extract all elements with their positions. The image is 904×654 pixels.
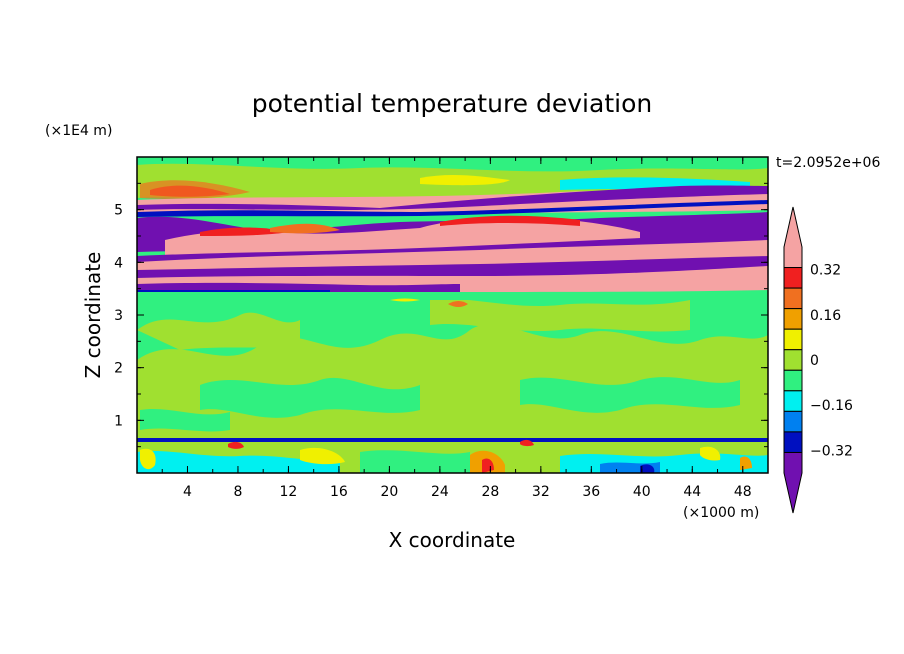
field-patch bbox=[137, 438, 768, 442]
colorbar-swatch bbox=[783, 308, 803, 330]
field-patch bbox=[200, 377, 420, 418]
field-patch bbox=[440, 215, 580, 226]
y-tick-label: 2 bbox=[114, 361, 123, 377]
field-patch bbox=[300, 447, 345, 465]
chart-title: potential temperature deviation bbox=[252, 89, 652, 118]
colorbar-swatch bbox=[783, 369, 803, 392]
field-patch bbox=[430, 298, 690, 332]
x-unit-label: (×1000 m) bbox=[683, 505, 759, 521]
x-tick-label: 8 bbox=[233, 484, 242, 500]
colorbar-label: 0 bbox=[810, 353, 819, 369]
y-tick-label: 5 bbox=[114, 203, 123, 219]
field-patch bbox=[140, 408, 230, 432]
field-patch bbox=[137, 240, 768, 274]
field-patch bbox=[270, 223, 340, 234]
y-axis-title: Z coordinate bbox=[81, 252, 105, 379]
field-patch bbox=[140, 180, 250, 200]
field-patch bbox=[200, 227, 290, 236]
x-axis: 4 8 12 16 20 24 28 32 36 40 44 48 bbox=[161, 157, 752, 500]
field-patch bbox=[482, 458, 494, 473]
field-patch bbox=[520, 377, 740, 413]
colorbar-swatch bbox=[783, 390, 803, 412]
colorbar-swatch bbox=[783, 451, 803, 514]
x-tick-label: 48 bbox=[734, 484, 752, 500]
colorbar-swatch bbox=[783, 267, 803, 289]
field-patch bbox=[137, 185, 768, 210]
colorbar: 0.32 0.16 0 −0.16 −0.32 bbox=[783, 206, 853, 514]
x-tick-label: 40 bbox=[633, 484, 651, 500]
colorbar-label: 0.16 bbox=[810, 308, 841, 324]
field-patch bbox=[137, 200, 768, 217]
field-patch bbox=[390, 298, 420, 302]
field-patch bbox=[448, 301, 468, 307]
x-tick-label: 16 bbox=[330, 484, 348, 500]
colorbar-swatch bbox=[783, 206, 803, 269]
colorbar-swatch bbox=[783, 431, 803, 453]
field-patch bbox=[420, 174, 510, 186]
x-axis-title: X coordinate bbox=[389, 528, 516, 552]
x-tick-label: 32 bbox=[532, 484, 550, 500]
field-patch bbox=[228, 441, 244, 449]
colorbar-swatch bbox=[783, 287, 803, 310]
colorbar-swatch bbox=[783, 328, 803, 351]
y-unit-label: (×1E4 m) bbox=[45, 123, 112, 139]
colorbar-label: −0.32 bbox=[810, 443, 853, 459]
field-patch bbox=[137, 292, 768, 300]
colorbar-label: −0.16 bbox=[810, 398, 853, 414]
y-tick-label: 4 bbox=[114, 255, 123, 271]
time-label: t=2.0952e+06 bbox=[776, 155, 880, 171]
field-patch bbox=[137, 312, 300, 350]
y-tick-label: 3 bbox=[114, 308, 123, 324]
y-tick-label: 1 bbox=[114, 413, 123, 429]
field-patch bbox=[140, 448, 156, 470]
x-tick-label: 4 bbox=[183, 484, 192, 500]
colorbar-label: 0.32 bbox=[810, 263, 841, 279]
x-tick-label: 36 bbox=[582, 484, 600, 500]
y-axis: 1 2 3 4 5 bbox=[114, 182, 768, 448]
colorbar-swatch bbox=[783, 410, 803, 433]
x-tick-label: 28 bbox=[481, 484, 499, 500]
field-patch bbox=[700, 446, 721, 461]
colorbar-swatch bbox=[783, 349, 803, 371]
field-patch bbox=[520, 439, 534, 447]
x-tick-label: 44 bbox=[683, 484, 701, 500]
field-patch bbox=[360, 450, 470, 473]
x-tick-label: 12 bbox=[280, 484, 298, 500]
field-patch bbox=[640, 464, 655, 473]
x-tick-label: 20 bbox=[380, 484, 398, 500]
plot-area bbox=[137, 157, 768, 473]
x-tick-label: 24 bbox=[431, 484, 449, 500]
